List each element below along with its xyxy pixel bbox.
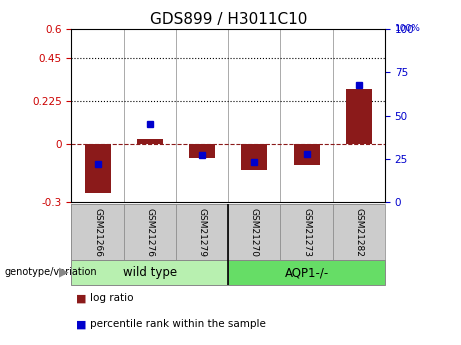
Text: wild type: wild type [123, 266, 177, 279]
Bar [124, 204, 176, 260]
Text: ▶: ▶ [59, 265, 68, 278]
Text: GSM21276: GSM21276 [145, 208, 154, 257]
Bar [189, 144, 215, 158]
Text: GSM21270: GSM21270 [250, 208, 259, 257]
Text: log ratio: log ratio [90, 294, 133, 303]
Text: percentile rank within the sample: percentile rank within the sample [90, 319, 266, 329]
Bar [280, 204, 333, 260]
Bar [71, 204, 124, 260]
Text: ■: ■ [76, 319, 87, 329]
Bar [228, 204, 280, 260]
Bar [228, 260, 385, 285]
Text: GSM21279: GSM21279 [198, 208, 207, 257]
Bar [84, 144, 111, 193]
Bar [176, 204, 228, 260]
Text: GSM21282: GSM21282 [355, 208, 363, 257]
Bar [346, 89, 372, 144]
Text: GSM21273: GSM21273 [302, 208, 311, 257]
Text: 100%: 100% [395, 24, 420, 33]
Bar [241, 144, 267, 170]
Bar [333, 204, 385, 260]
Title: GDS899 / H3011C10: GDS899 / H3011C10 [149, 12, 307, 27]
Text: AQP1-/-: AQP1-/- [284, 266, 329, 279]
Bar [71, 260, 228, 285]
Bar [294, 144, 319, 165]
Text: ■: ■ [76, 294, 87, 303]
Text: GSM21266: GSM21266 [93, 208, 102, 257]
Bar [137, 139, 163, 144]
Text: genotype/variation: genotype/variation [5, 267, 97, 277]
